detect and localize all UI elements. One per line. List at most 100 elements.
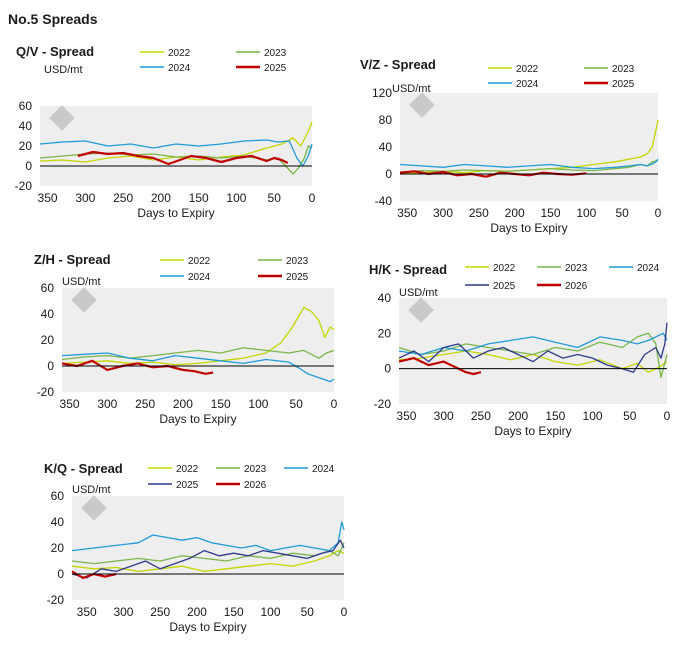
x-tick-label: 150	[211, 397, 231, 411]
series-line-2024	[71, 521, 345, 552]
plot-area	[400, 93, 658, 201]
x-tick-label: 0	[331, 397, 338, 411]
legend-item-2024: 2024	[609, 263, 660, 274]
x-axis-label: Days to Expiry	[137, 206, 214, 220]
chart-title: H/K - Spread	[369, 262, 447, 277]
x-tick-label: 250	[469, 206, 489, 220]
x-tick-label: 250	[135, 397, 155, 411]
legend-item-2025: 2025	[584, 79, 635, 90]
x-tick-label: 350	[60, 397, 80, 411]
legend-item-2025: 2025	[236, 63, 287, 74]
y-tick-label: 60	[41, 281, 55, 295]
x-tick-label: 350	[77, 605, 97, 619]
series-group	[398, 322, 668, 379]
x-tick-labels: 350 300 250 200 150 100 50 0	[396, 409, 670, 423]
y-tick-label: 20	[41, 333, 55, 347]
series-line-2026	[398, 356, 482, 376]
chart-zh-spread: Z/H - Spread USD/mt 2022 2023 2024 2025 -20…	[34, 252, 338, 426]
x-tick-label: 50	[301, 605, 315, 619]
legend-label: 2026	[244, 480, 267, 491]
watermark-shape	[81, 495, 107, 521]
series-line-2022	[39, 121, 313, 163]
watermark-shape	[49, 105, 75, 131]
legend-label: 2025	[176, 480, 199, 491]
legend-label: 2023	[244, 464, 267, 475]
x-tick-label: 200	[173, 397, 193, 411]
legend-label: 2022	[516, 64, 539, 75]
legend-item-2023: 2023	[584, 64, 635, 75]
plot-area	[40, 106, 312, 186]
series-line-2024	[398, 332, 668, 356]
y-tick-label: 120	[372, 86, 392, 100]
x-tick-label: 300	[434, 409, 454, 423]
y-tick-label: 40	[19, 119, 33, 133]
x-tick-label: 100	[248, 397, 268, 411]
chart-title: Z/H - Spread	[34, 252, 111, 267]
chart-vz-spread: V/Z - Spread USD/mt 2022 2023 2024 2025 -40…	[360, 57, 662, 235]
x-tick-label: 0	[341, 605, 348, 619]
watermark-shape	[408, 297, 434, 323]
y-tick-label: 80	[379, 113, 393, 127]
x-tick-label: 100	[260, 605, 280, 619]
legend-item-2023: 2023	[537, 263, 588, 274]
y-tick-label: 0	[384, 362, 391, 376]
x-tick-labels: 350 300 250 200 150 100 50 0	[38, 191, 316, 205]
y-tick-labels: -20 0 20 40 60	[47, 489, 65, 607]
legend-label: 2022	[168, 48, 191, 59]
series-line-2024	[39, 139, 313, 167]
legend-item-2026: 2026	[216, 480, 267, 491]
chart-title: V/Z - Spread	[360, 57, 436, 72]
series-group	[61, 306, 335, 383]
y-tick-labels: -20 0 20 40	[374, 291, 392, 411]
series-line-2022	[398, 350, 668, 373]
y-tick-label: -20	[47, 593, 65, 607]
plot-area	[62, 288, 334, 392]
chart-title: Q/V - Spread	[16, 44, 94, 59]
chart-hk-spread: H/K - Spread USD/mt 2022 2023 2024 2025 2026…	[369, 262, 671, 438]
legend-label: 2023	[565, 263, 588, 274]
x-tick-label: 200	[151, 191, 171, 205]
y-tick-label: 0	[47, 359, 54, 373]
x-tick-label: 150	[545, 409, 565, 423]
x-tick-label: 0	[655, 206, 662, 220]
x-tick-label: 300	[97, 397, 117, 411]
watermark-logo	[408, 297, 434, 323]
legend-item-2025: 2025	[465, 281, 516, 292]
legend-item-2022: 2022	[465, 263, 516, 274]
legend-label: 2025	[286, 272, 309, 283]
chart-kq-spread: K/Q - Spread USD/mt 2022 2023 2024 2025 2026…	[44, 461, 348, 634]
y-tick-label: 40	[51, 515, 65, 529]
watermark-logo	[81, 495, 107, 521]
x-axis-label: Days to Expiry	[494, 424, 571, 438]
y-tick-labels: -20 0 20 40 60	[15, 99, 33, 193]
y-tick-label: -20	[37, 385, 55, 399]
x-tick-label: 50	[623, 409, 637, 423]
legend-label: 2025	[612, 79, 635, 90]
series-line-2022	[61, 306, 335, 366]
x-tick-label: 200	[505, 206, 525, 220]
x-tick-label: 350	[397, 206, 417, 220]
legend-item-2022: 2022	[148, 464, 199, 475]
x-tick-label: 100	[583, 409, 603, 423]
x-tick-labels: 350 300 250 200 150 100 50 0	[77, 605, 348, 619]
x-tick-label: 350	[396, 409, 416, 423]
legend: 2022 2023 2024 2025	[488, 64, 635, 90]
series-line-2024	[399, 158, 659, 170]
legend-label: 2024	[312, 464, 335, 475]
y-unit-label: USD/mt	[392, 83, 431, 95]
legend-label: 2024	[637, 263, 660, 274]
legend-label: 2023	[286, 256, 309, 267]
series-line-2025	[61, 359, 214, 375]
legend-item-2024: 2024	[284, 464, 335, 475]
y-unit-label: USD/mt	[399, 287, 438, 299]
watermark-logo	[71, 287, 97, 313]
x-tick-label: 0	[309, 191, 316, 205]
legend-item-2022: 2022	[140, 48, 191, 59]
x-tick-label: 50	[615, 206, 629, 220]
y-tick-label: -20	[374, 397, 392, 411]
x-tick-label: 150	[224, 605, 244, 619]
x-tick-label: 100	[576, 206, 596, 220]
legend-item-2023: 2023	[236, 48, 287, 59]
legend-item-2023: 2023	[216, 464, 267, 475]
legend: 2022 2023 2024 2025 2026	[465, 263, 660, 292]
